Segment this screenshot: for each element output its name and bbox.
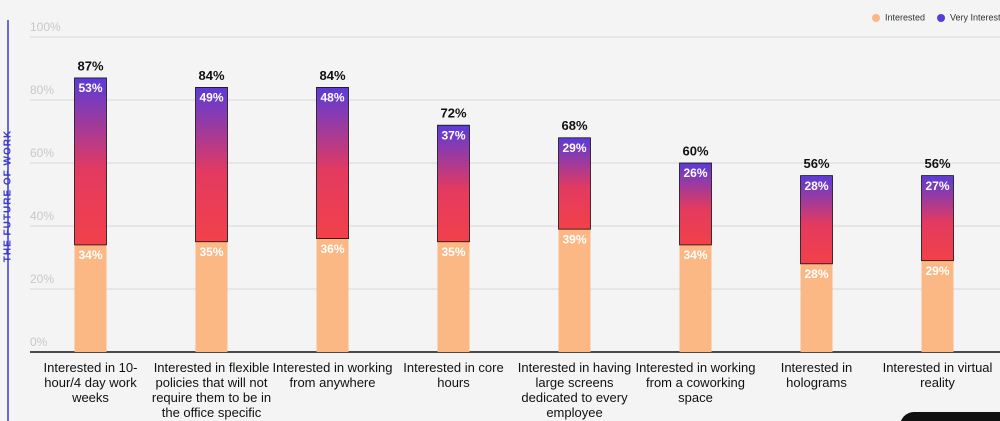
bar-segment: [921, 260, 954, 352]
data-label: 26%: [683, 166, 707, 180]
data-label: 37%: [441, 128, 465, 142]
data-label: 49%: [199, 91, 223, 105]
y-tick-label: 0%: [30, 335, 48, 349]
bar-segment: [800, 263, 833, 352]
category-label-box: Interested in core hours: [403, 360, 504, 390]
bar-segment: [195, 87, 228, 243]
y-tick-label: 40%: [30, 209, 54, 223]
bar-segment: [316, 238, 349, 352]
y-tick-label: 20%: [30, 272, 54, 286]
total-label: 68%: [561, 118, 587, 133]
category-label-box: Interested in working from anywhere: [272, 360, 393, 390]
legend-swatch: [872, 14, 880, 22]
data-label: 36%: [320, 242, 344, 256]
category-label-box: Interested in 10-hour/4 day work weeks: [43, 360, 138, 405]
total-label: 87%: [77, 58, 103, 73]
bar-segment: [921, 175, 954, 262]
x-tick-label: Interested in flexible policies that wil…: [151, 360, 272, 420]
category-label-box: Interested in having large screens dedic…: [517, 360, 632, 420]
data-label: 29%: [925, 264, 949, 278]
data-label: 39%: [562, 232, 586, 246]
y-tick-label: 60%: [30, 146, 54, 160]
side-title: THE FUTURE OF WORK: [3, 130, 14, 262]
x-tick-label: Interested in working from a coworking s…: [635, 360, 756, 405]
data-label: 35%: [199, 245, 223, 259]
total-label: 60%: [682, 143, 708, 158]
total-label: 72%: [440, 106, 466, 121]
bar-segment: [679, 244, 712, 352]
bar-segment: [558, 137, 591, 230]
total-label: 56%: [924, 156, 950, 171]
legend-swatch: [937, 14, 946, 22]
data-label: 53%: [78, 81, 102, 95]
total-label: 84%: [198, 68, 224, 83]
total-label: 84%: [319, 68, 345, 83]
x-tick-label: Interested in virtual reality: [882, 360, 993, 390]
data-label: 29%: [562, 141, 586, 155]
total-label: 56%: [803, 156, 829, 171]
data-label: 34%: [683, 248, 707, 262]
data-label: 28%: [804, 267, 828, 281]
x-tick-label: Interested in 10-hour/4 day work weeks: [43, 360, 138, 405]
category-label-box: Interested in flexible policies that wil…: [151, 360, 272, 420]
data-label: 48%: [320, 91, 344, 105]
x-tick-label: Interested in core hours: [403, 360, 504, 390]
y-tick-label: 80%: [30, 83, 54, 97]
bar-segment: [74, 77, 107, 246]
bar-segment: [316, 87, 349, 239]
bar-segment: [558, 229, 591, 352]
bar-segment: [679, 162, 712, 246]
category-label-box: Interested in holograms: [780, 360, 853, 390]
bar-segment: [437, 124, 470, 243]
x-tick-label: Interested in holograms: [780, 360, 853, 390]
category-label-box: Interested in virtual reality: [882, 360, 993, 390]
decoration: [900, 412, 1000, 421]
data-label: 27%: [925, 179, 949, 193]
bar-segment: [437, 241, 470, 352]
legend-label: Very Interested: [950, 12, 1000, 22]
bar-segment: [74, 244, 107, 352]
x-tick-label: Interested in having large screens dedic…: [517, 360, 632, 420]
bar-segment: [195, 241, 228, 352]
data-label: 28%: [804, 179, 828, 193]
bar-segment: [800, 175, 833, 265]
y-tick-label: 100%: [30, 20, 61, 34]
data-label: 35%: [441, 245, 465, 259]
data-label: 34%: [78, 248, 102, 262]
category-label-box: Interested in working from a coworking s…: [635, 360, 756, 405]
legend-label: Interested: [885, 12, 925, 22]
x-tick-label: Interested in working from anywhere: [272, 360, 393, 390]
